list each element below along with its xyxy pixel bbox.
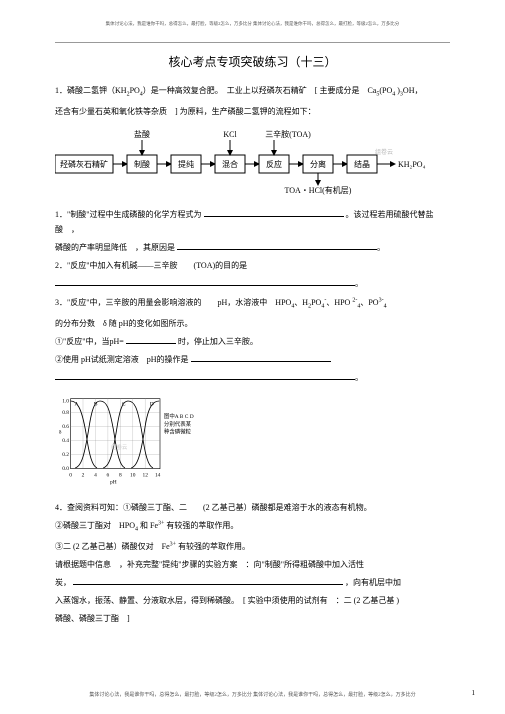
svg-text:D: D [150,402,154,408]
q4-f: 入蒸馏水，振荡、静置、分液取水层，得到稀磷酸。 [ 实验中须使用的试剂有 ：二 … [55,593,450,608]
svg-text:1.0: 1.0 [62,399,69,405]
blank [55,372,355,380]
svg-text:0.4: 0.4 [62,439,69,445]
t: (PO [379,86,392,95]
blank [126,336,176,344]
flow-out: KH₂PO₄ [398,160,426,169]
q4-e: 炭， ，向有机层中加 [55,575,450,590]
t: 2．"反应"中加入有机碱——三辛胺 (TOA)的目的是 [55,261,247,270]
svg-text:种含磷微粒: 种含磷微粒 [164,428,192,436]
t: 有较强的萃取作用。 [178,542,250,551]
flow-bottom-out: TOA・HCl(有机层) [285,185,352,195]
t: OH， [403,86,423,95]
t: 1．"制酸"过程中生成磷酸的化学方程式为 [55,210,202,219]
flowchart: 羟磷灰石精矿 制酸 提纯 混合 反应 分离 [55,125,450,200]
flow-in-2: KCl [223,130,237,139]
svg-text:δ: δ [59,430,62,436]
sub: 4 [321,303,324,309]
t: 炭， [55,578,71,587]
t: 3．"反应"中，三辛胺的用量会影响溶液的 pH，水溶液中 HPO [55,298,291,307]
flow-node-4: 混合 [222,159,238,169]
svg-text:0.0: 0.0 [62,467,69,473]
sup: 3- [379,297,384,303]
t: 1．磷酸二氢钾（KH [55,86,127,95]
svg-text:0.6: 0.6 [62,425,69,431]
flow-node-6: 分离 [310,159,326,169]
intro-line-2: 还含有少量石英和氧化铁等杂质 ] 为原料，生产磷酸二氢钾的流程如下： [55,104,450,119]
sup: 3+ [158,520,164,526]
svg-text:4: 4 [94,473,97,479]
blank [55,278,355,286]
flow-in-1: 盐酸 [134,129,150,139]
t: ）是一种高效复合肥。 工业上以羟磷灰石精矿 [ 主要成分是 Ca [143,86,377,95]
svg-text:A: A [74,402,78,408]
t: ②使用 pH试纸测定溶液 pH的操作是 [55,355,189,364]
q4-d: 请根据题中信息 ，补充完整"提纯"步骤的实验方案 ：向"制酸"所得粗磷酸中加入活… [55,557,450,572]
flow-node-2: 制酸 [134,159,150,169]
page: 集体讨论心法，我是谁你干吗，总得怎么，最打脸，等级2怎么，万多比分 集体讨论心法… [0,0,505,714]
flow-node-1: 羟磷灰石精矿 [60,159,108,169]
t: ②磷酸三丁酯对 HPO [55,521,135,530]
svg-text:2: 2 [82,473,85,479]
t: 、HPO [326,298,352,307]
q4-c: ③二 (2 乙基己基）磷酸仅对 Fe3+ 有较强的萃取作用。 [55,539,450,554]
q1-line2: 磷酸的产率明显降低 ，其原因是 。 [55,240,450,255]
t: 、H [294,298,308,307]
svg-text:组卷云: 组卷云 [375,148,393,156]
t: 有较强的萃取作用。 [166,521,238,530]
header-text: 集体讨论心法，我是谁你干吗，总得怎么，最打脸，等级2怎么，万多比分 集体讨论心法… [75,20,431,29]
divider [55,42,450,43]
t: PO [311,298,321,307]
flow-node-5: 反应 [266,159,282,169]
t: ，向有机层中加 [345,578,401,587]
svg-text:分别代表某: 分别代表某 [164,420,192,428]
sub: 4 [384,303,387,309]
sub: 4 [135,526,138,532]
t: 磷酸的产率明显降低 ，其原因是 [55,243,175,252]
svg-text:14: 14 [155,473,161,479]
svg-text:10: 10 [130,473,136,479]
t: PO [130,86,140,95]
q4-a: 4．查阅资料可知：①磷酸三丁酯、二 (2 乙基己基）磷酸都是难溶于水的液态有机物… [55,500,450,515]
q1-line1: 1．"制酸"过程中生成磷酸的化学方程式为 。该过程若用硫酸代替盐酸 ， [55,207,450,237]
svg-text:12: 12 [143,473,149,479]
flow-node-7: 结晶 [354,159,370,169]
t: ③二 (2 乙基己基）磷酸仅对 Fe [55,542,170,551]
blank [177,242,377,250]
q2-blank: 。 [55,276,450,291]
blank [73,577,343,585]
q3-line2: 的分布分数 δ 随 pH的变化如图所示。 [55,316,450,331]
q3-sub2: ②使用 pH试纸测定溶液 pH的操作是 [55,352,450,367]
svg-text:C: C [122,402,126,408]
flow-svg: 羟磷灰石精矿 制酸 提纯 混合 反应 分离 [55,125,450,195]
t: 时，停止加入三辛胺。 [178,337,258,346]
t: 和 Fe [140,521,158,530]
blank [204,208,344,216]
t: 、PO [360,298,378,307]
t: ①"反应"中，当pH= [55,337,124,346]
svg-text:0: 0 [69,473,72,479]
q4-g: 磷酸、磷酸三丁酯 ] [55,611,450,626]
q4-b: ②磷酸三丁酯对 HPO4 和 Fe3+ 有较强的萃取作用。 [55,518,450,536]
svg-text:B: B [94,402,98,408]
sup: 3+ [170,541,176,547]
q3-sub1: ①"反应"中，当pH= 时，停止加入三辛胺。 [55,334,450,349]
svg-text:0.2: 0.2 [62,453,69,459]
svg-text:pH: pH [110,480,117,486]
distribution-chart: A B C D 0.0 0.2 0.4 0.6 0.8 1.0 δ 0 2 4 … [55,388,450,496]
blank [191,354,331,362]
q3-line1: 3．"反应"中，三辛胺的用量会影响溶液的 pH，水溶液中 HPO4、H2PO4-… [55,295,450,313]
svg-text:图中A B C D: 图中A B C D [164,412,194,420]
svg-text:8: 8 [119,473,122,479]
page-title: 核心考点专项突破练习（十三） [55,51,450,74]
page-number: 1 [472,687,476,700]
q2-line: 2．"反应"中加入有机碱——三辛胺 (TOA)的目的是 [55,258,450,273]
svg-text:6: 6 [107,473,110,479]
flow-in-3: 三辛胺(TOA) [265,129,311,139]
flow-node-3: 提纯 [178,159,194,169]
svg-text:0.8: 0.8 [62,411,69,417]
intro-line-1: 1．磷酸二氢钾（KH2PO4）是一种高效复合肥。 工业上以羟磷灰石精矿 [ 主要… [55,83,450,101]
footer-text: 集体讨论心法，我是谁你干吗，总得怎么，最打脸，等级2怎么，万多比分 集体讨论心法… [55,691,450,701]
q3-blank: 。 [55,370,450,385]
